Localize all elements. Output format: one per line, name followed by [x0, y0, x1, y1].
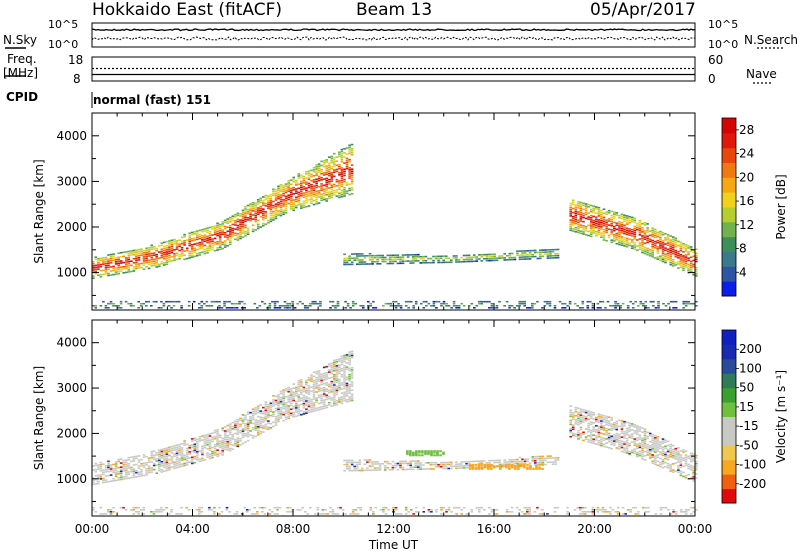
velocity-panel-colorbar-tick-label: -100 [739, 458, 766, 472]
power-panel-frame [91, 112, 696, 311]
nsearch-trace [91, 36, 696, 41]
nave-label: Nave [746, 67, 777, 81]
power-panel-y-label: Slant Range [km] [32, 159, 46, 263]
power-panel-y-tick-label: 4000 [56, 129, 87, 143]
power-panel-colorbar-tick-label: 12 [739, 218, 754, 232]
power-panel-y-tick-label: 1000 [56, 266, 87, 280]
power-panel-colorbar-label: Power [dB] [774, 174, 788, 239]
velocity-panel-y-tick-label: 3000 [56, 381, 87, 395]
noise-panel-frame [91, 22, 696, 48]
power-panel-colorbar-tick-label: 4 [739, 265, 747, 279]
x-tick-label: 00:00 [75, 522, 110, 536]
noise-tick-low-left: 10^0 [48, 38, 79, 51]
power-panel-colorbar-tick-label: 16 [739, 194, 754, 208]
power-panel-colorbar-tick-label: 24 [739, 147, 754, 161]
nsky-label: N.Sky [3, 33, 38, 47]
freq-tick-low: 8 [73, 72, 81, 86]
power-panel-y-tick-label: 2000 [56, 220, 87, 234]
freq-label: Freq. [7, 52, 37, 66]
power-panel-colorbar-tick-label: 20 [739, 170, 754, 184]
x-tick-label: 04:00 [175, 522, 210, 536]
nave-tick-low: 0 [708, 72, 716, 86]
nave-tick-high: 60 [708, 53, 724, 67]
velocity-panel-colorbar-tick-label: 100 [739, 361, 762, 375]
x-tick-label: 20:00 [577, 522, 612, 536]
velocity-panel-y-ticks [92, 319, 695, 502]
noise-tick-high-right: 10^5 [708, 18, 739, 31]
velocity-panel-colorbar-tick-label: -15 [739, 419, 759, 433]
station-title: Hokkaido East (fitACF) [92, 0, 283, 20]
velocity-panel-colorbar-tick-label: 50 [739, 381, 754, 395]
x-tick-label: 08:00 [276, 522, 311, 536]
power-panel-y-ticks [92, 112, 695, 296]
noise-tick-low-right: 10^0 [708, 38, 739, 51]
power-panel-colorbar-tick-label: 8 [739, 242, 747, 256]
beam-label: Beam 13 [356, 0, 433, 20]
noise-tick-high-left: 10^5 [48, 18, 79, 31]
cpid-value: normal (fast) 151 [93, 93, 211, 107]
velocity-panel-colorbar-tick-label: -50 [739, 438, 759, 452]
velocity-panel-colorbar-tick-label: -200 [739, 477, 766, 491]
power-panel-colorbar-frame [721, 117, 737, 297]
power-panel-echoes [92, 143, 698, 309]
x-tick-label: 00:00 [678, 522, 713, 536]
velocity-panel-y-tick-label: 2000 [56, 426, 87, 440]
velocity-panel-y-label: Slant Range [km] [32, 366, 46, 470]
x-axis-label: Time UT [368, 538, 419, 552]
velocity-panel-y-tick-label: 4000 [56, 336, 87, 350]
date-label: 05/Apr/2017 [590, 0, 696, 20]
power-panel-colorbar [722, 118, 736, 297]
velocity-panel-echoes [92, 350, 698, 515]
nsearch-label: N.Search [744, 33, 799, 47]
nsky-trace [91, 28, 696, 32]
velocity-panel-colorbar-label: Velocity [m s⁻¹] [774, 370, 788, 463]
power-panel-y-tick-label: 3000 [56, 174, 87, 188]
x-tick-label: 12:00 [376, 522, 411, 536]
velocity-panel-colorbar [722, 330, 736, 504]
velocity-panel-colorbar-tick-label: 200 [739, 342, 762, 356]
freq-tick-high: 18 [68, 53, 84, 67]
velocity-panel-colorbar-tick-label: 15 [739, 400, 754, 414]
cpid-label: CPID [6, 90, 39, 104]
velocity-panel-y-tick-label: 1000 [56, 472, 87, 486]
x-tick-label: 16:00 [477, 522, 512, 536]
power-panel-colorbar-tick-label: 28 [739, 123, 754, 137]
velocity-panel-colorbar-frame [721, 329, 737, 504]
